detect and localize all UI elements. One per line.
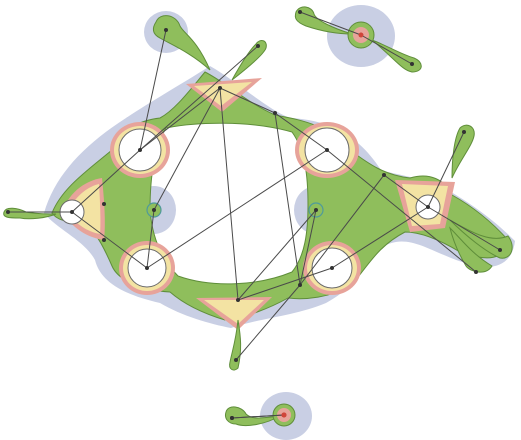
edge xyxy=(146,209,155,269)
graph-node xyxy=(474,270,478,274)
edge xyxy=(427,206,501,251)
face-bottom-triangle-inner xyxy=(204,300,264,324)
graph-node xyxy=(281,412,287,418)
graph-node xyxy=(325,148,329,152)
graph-node xyxy=(234,358,238,362)
nodes-layer xyxy=(6,10,502,420)
graph-node xyxy=(6,210,10,214)
edge xyxy=(71,149,141,213)
graph-node xyxy=(298,10,302,14)
graph-node xyxy=(462,130,466,134)
edge xyxy=(360,34,413,65)
edge xyxy=(383,174,429,208)
graph-node xyxy=(382,173,386,177)
pendant-left xyxy=(3,207,57,220)
edge xyxy=(326,149,477,273)
graph-node xyxy=(70,210,74,214)
edges-layer xyxy=(8,11,501,419)
face-top-triangle-inner xyxy=(194,82,252,106)
circles-layer xyxy=(59,127,441,289)
edge xyxy=(146,149,328,269)
graph-node xyxy=(164,28,168,32)
graph-node xyxy=(102,238,106,242)
graph-node xyxy=(256,44,260,48)
graph-node xyxy=(358,32,364,38)
graph-node xyxy=(273,111,277,115)
edge xyxy=(237,267,333,301)
graph-node xyxy=(298,283,302,287)
edge xyxy=(274,112,328,151)
graph-node xyxy=(230,416,234,420)
edge xyxy=(219,87,276,114)
pendant-right-bottom xyxy=(449,226,493,273)
graph-node xyxy=(330,266,334,270)
edge xyxy=(299,174,385,286)
edge xyxy=(71,211,148,269)
pendant-top-right-of-triangle xyxy=(231,40,267,81)
edge xyxy=(299,209,317,286)
edge xyxy=(235,284,301,361)
graph-node xyxy=(138,148,142,152)
graph-node xyxy=(218,86,222,90)
graph-node xyxy=(498,248,502,252)
edge xyxy=(299,11,362,36)
graph-node xyxy=(426,205,430,209)
graph-node xyxy=(145,266,149,270)
edge xyxy=(331,206,429,269)
edge xyxy=(219,87,239,301)
edge xyxy=(427,131,465,208)
edge xyxy=(153,87,221,211)
edge xyxy=(139,29,167,151)
pendant-right-top xyxy=(451,124,475,179)
graph-node xyxy=(152,208,156,212)
graph-node xyxy=(236,298,240,302)
edge xyxy=(237,209,317,301)
edge xyxy=(139,87,221,151)
edge xyxy=(274,112,301,286)
bottom-cluster xyxy=(225,403,296,427)
graph-node xyxy=(410,62,414,66)
inner-hole xyxy=(140,116,319,294)
edge xyxy=(231,414,285,419)
edge xyxy=(139,45,259,151)
graph-node xyxy=(314,208,318,212)
graph-node xyxy=(102,202,106,206)
